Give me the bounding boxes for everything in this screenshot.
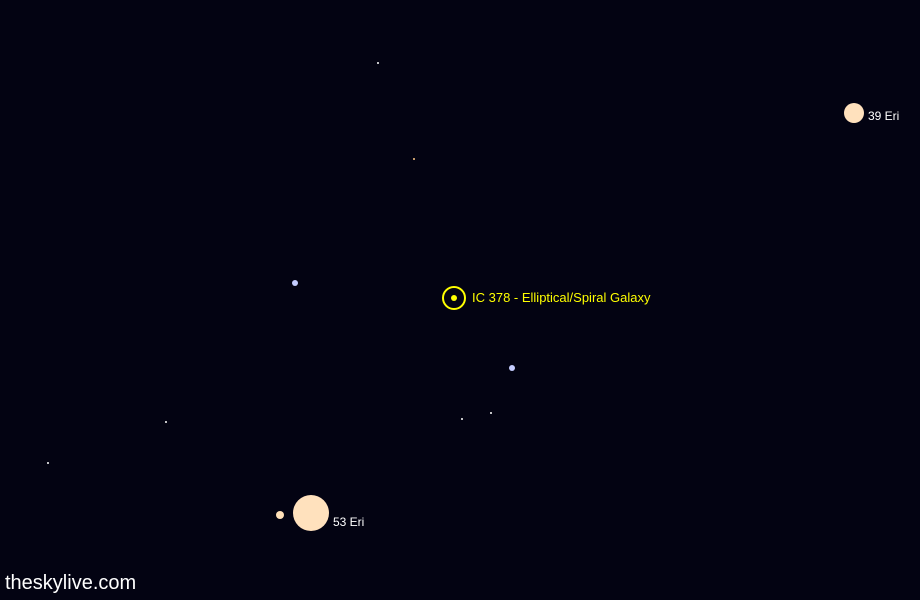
- star-star-tiny-1: [377, 62, 379, 64]
- watermark: theskylive.com: [5, 572, 136, 595]
- star-star-small-1: [276, 511, 284, 519]
- star-39 Eri: [844, 103, 864, 123]
- star-star-small-2: [292, 280, 298, 286]
- star-53 Eri: [293, 495, 329, 531]
- star-star-tiny-4: [490, 412, 492, 414]
- star-label-39 Eri: 39 Eri: [868, 109, 899, 123]
- star-star-tiny-6: [47, 462, 49, 464]
- star-star-tiny-3: [461, 418, 463, 420]
- target-label: IC 378 - Elliptical/Spiral Galaxy: [472, 290, 650, 305]
- star-star-tiny-2: [413, 158, 415, 160]
- star-star-tiny-5: [165, 421, 167, 423]
- target-dot: [451, 295, 457, 301]
- star-star-small-3: [509, 365, 515, 371]
- star-label-53 Eri: 53 Eri: [333, 515, 364, 529]
